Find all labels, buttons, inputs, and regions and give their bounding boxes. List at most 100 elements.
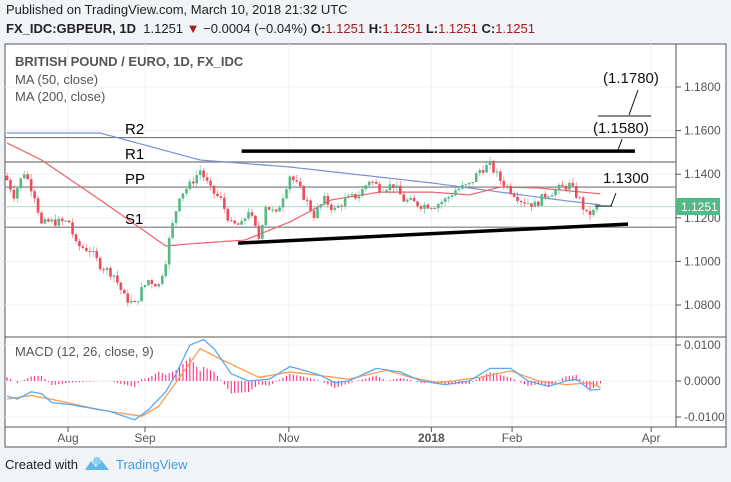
candle-body	[485, 164, 488, 173]
candle-body	[5, 175, 9, 181]
candle-body	[316, 207, 319, 218]
candle-body	[243, 218, 247, 221]
candle-body	[395, 185, 399, 189]
candle-body	[174, 211, 178, 224]
price-tick-label: 1.1600	[684, 124, 721, 138]
candle-body	[323, 195, 326, 205]
macd-tick-label: -0.0100	[684, 410, 725, 424]
tradingview-logo-icon	[84, 457, 109, 470]
candle-body	[543, 193, 547, 198]
candle-body	[19, 178, 23, 189]
candle-body	[119, 282, 123, 290]
open-value: 1.1251	[325, 21, 366, 36]
candle-body	[257, 225, 261, 239]
candle-body	[419, 206, 423, 209]
candle-body	[350, 194, 354, 196]
chart-frame	[4, 43, 727, 448]
candle-body	[60, 218, 64, 222]
candle-body	[233, 220, 236, 224]
candle-body	[298, 181, 302, 187]
candle-body	[195, 175, 199, 184]
candle-body	[367, 181, 371, 186]
candle-body	[223, 197, 226, 209]
tradingview-link[interactable]: TradingView	[115, 456, 188, 472]
candle-body	[347, 195, 350, 198]
candle-body	[388, 184, 392, 191]
candle-body	[91, 250, 95, 253]
candle-body	[126, 293, 130, 303]
candle-body	[343, 197, 347, 207]
candle-body	[464, 184, 468, 186]
candle-body	[430, 208, 433, 210]
candle-body	[147, 280, 150, 285]
candle-body	[585, 209, 588, 212]
candle-body	[254, 215, 257, 226]
last-price: 1.1251	[143, 21, 184, 36]
candle-body	[281, 198, 285, 208]
high-label: H:	[368, 21, 383, 36]
price-tick-label: 1.1800	[684, 80, 721, 94]
candle-body	[209, 180, 212, 186]
candle-body	[202, 170, 205, 178]
candle-body	[85, 247, 88, 252]
candle-body	[540, 193, 544, 206]
candle-body	[578, 197, 581, 199]
candle-body	[212, 185, 216, 194]
ma200-line	[7, 132, 601, 206]
candle-body	[416, 201, 419, 207]
candle-body	[105, 267, 109, 271]
candle-body	[471, 181, 475, 183]
last-price-badge-text: 1.1251	[681, 200, 718, 214]
candle-body	[274, 209, 278, 212]
candle-body	[264, 207, 268, 226]
candle-body	[247, 212, 250, 219]
candle-body	[236, 223, 240, 225]
time-tick-label: 2018	[418, 431, 445, 445]
candle-body	[98, 257, 102, 270]
candle-body	[74, 234, 78, 242]
last-price-badge	[676, 198, 720, 215]
candle-body	[423, 204, 426, 209]
candle-body	[192, 181, 195, 184]
candle-body	[333, 207, 337, 210]
candle-body	[50, 219, 54, 222]
candle-body	[374, 182, 378, 184]
candle-body	[447, 196, 450, 199]
candle-body	[157, 283, 161, 287]
candle-body	[198, 170, 202, 176]
candle-body	[22, 174, 26, 179]
candle-body	[295, 180, 299, 182]
candle-body	[588, 211, 592, 216]
candle-body	[499, 171, 502, 181]
candle-body	[436, 204, 440, 209]
candle-body	[185, 188, 188, 194]
candle-body	[550, 195, 554, 197]
candle-body	[81, 246, 85, 248]
close-value: 1.1251	[495, 21, 535, 36]
low-value: 1.1251	[438, 21, 478, 36]
candle-body	[519, 200, 523, 203]
time-tick-label: Sep	[134, 431, 156, 445]
candles	[5, 156, 599, 307]
candle-body	[530, 203, 533, 207]
candle-body	[357, 196, 361, 199]
published-info: Published on TradingView.com, March 10, …	[6, 2, 348, 17]
candle-body	[488, 160, 492, 165]
trendlines[interactable]	[238, 149, 635, 245]
candle-body	[67, 220, 71, 223]
candle-body	[188, 181, 192, 189]
candle-body	[36, 198, 40, 213]
candle-body	[123, 289, 126, 294]
candle-body	[319, 204, 323, 208]
candle-body	[71, 222, 74, 235]
moving-averages	[6, 132, 601, 247]
candle-body	[592, 209, 595, 216]
candle-body	[385, 190, 388, 192]
candle-body	[523, 202, 526, 204]
candle-body	[495, 171, 499, 173]
candle-body	[440, 201, 443, 205]
candle-body	[160, 275, 164, 284]
candle-body	[33, 191, 36, 199]
candle-body	[167, 237, 171, 265]
